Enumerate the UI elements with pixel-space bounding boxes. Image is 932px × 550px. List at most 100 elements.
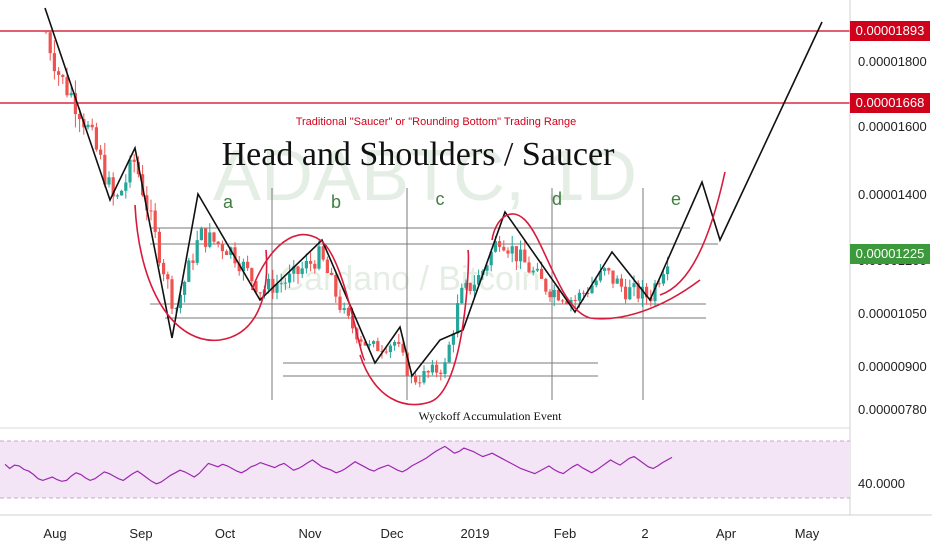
candle [86, 120, 90, 130]
candle [170, 275, 174, 315]
candle [275, 274, 279, 300]
saucer-curve [251, 233, 366, 361]
candle [183, 280, 187, 303]
candle [149, 199, 153, 221]
time-tick: Nov [298, 526, 322, 541]
svg-text:0.00001893: 0.00001893 [856, 23, 925, 38]
candle [338, 289, 342, 313]
candle [52, 40, 56, 80]
candle [422, 365, 426, 385]
candle [330, 267, 334, 276]
candle [321, 244, 325, 262]
candle [334, 273, 338, 303]
candle [603, 267, 607, 276]
saucer-curve [659, 171, 726, 296]
candle [447, 341, 451, 363]
price-tick: 0.00000780 [858, 402, 927, 417]
price-tick: 0.00001400 [858, 187, 927, 202]
candle [166, 271, 170, 289]
candle [372, 340, 376, 348]
candle [388, 343, 392, 359]
zigzag-path [44, 7, 823, 378]
price-badge-1: 0.00001893 [850, 21, 930, 41]
candle [611, 270, 615, 289]
time-axis[interactable]: Aug Sep Oct Nov Dec 2019 Feb 2 Apr May [0, 514, 932, 541]
candle [523, 239, 527, 263]
candle [90, 118, 94, 131]
candle [132, 154, 136, 173]
candle [519, 240, 523, 270]
indicator-tick: 40.0000 [858, 476, 905, 491]
candle [607, 267, 611, 275]
candle [346, 306, 350, 319]
candle [44, 31, 48, 35]
chart-subtitle: Traditional "Saucer" or "Rounding Bottom… [296, 116, 577, 128]
candle [397, 334, 401, 348]
candle [283, 277, 287, 291]
candle [279, 273, 283, 293]
time-tick: 2 [641, 526, 648, 541]
saucer-curve [134, 204, 268, 342]
candle [443, 358, 447, 379]
candle [498, 235, 502, 252]
candle [502, 240, 506, 252]
svg-text:0.00001668: 0.00001668 [856, 95, 925, 110]
candle [598, 263, 602, 283]
candle [485, 262, 489, 277]
price-badge-2: 0.00001668 [850, 93, 930, 113]
time-tick: Aug [43, 526, 66, 541]
candle [120, 189, 124, 196]
candle [61, 73, 65, 84]
candle [544, 277, 548, 295]
candle [258, 292, 262, 300]
candle [435, 360, 439, 378]
candle [619, 274, 623, 293]
candle [233, 242, 237, 268]
candle [615, 275, 619, 284]
candle [208, 223, 212, 249]
candle [653, 279, 657, 308]
candle [359, 335, 363, 346]
candle [426, 369, 430, 379]
candle [304, 253, 308, 274]
candle [271, 269, 275, 300]
phase-label-e: e [671, 189, 681, 209]
symbol-watermark-subtitle: Cardano / Bitcoin [280, 260, 541, 298]
symbol-watermark: ADABTC, 1D [213, 136, 637, 216]
candle [464, 279, 468, 291]
saucer-curve [359, 249, 470, 406]
candle [510, 235, 514, 263]
time-tick: 2019 [461, 526, 490, 541]
candle [472, 275, 476, 299]
phase-label-d: d [552, 189, 562, 209]
candle [561, 298, 565, 305]
candle [460, 283, 464, 304]
candle [309, 252, 313, 272]
time-tick: Apr [716, 526, 737, 541]
candle [216, 240, 220, 248]
phase-label-a: a [223, 192, 234, 212]
candle [99, 145, 103, 160]
candle [430, 359, 434, 376]
candle [376, 337, 380, 352]
phase-label-c: c [436, 189, 445, 209]
chart-title: Head and Shoulders / Saucer [222, 136, 615, 173]
candle [187, 257, 191, 283]
candle [145, 186, 149, 221]
time-tick: May [795, 526, 820, 541]
candle [342, 302, 346, 314]
candle [535, 262, 539, 272]
candle [69, 86, 73, 98]
candle [199, 226, 203, 241]
candle [124, 174, 128, 199]
indicator-line [4, 445, 673, 485]
candle [628, 279, 632, 301]
candle [439, 369, 443, 381]
candle [94, 122, 98, 152]
candle [393, 340, 397, 351]
candle [624, 278, 628, 304]
candle [384, 347, 388, 355]
candle [267, 273, 271, 294]
candle [73, 80, 77, 128]
